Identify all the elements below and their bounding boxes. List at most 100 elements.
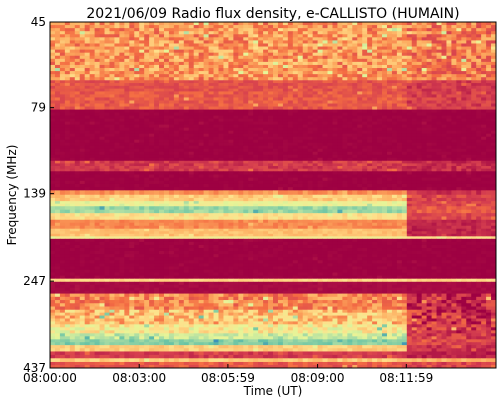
heatmap-cell [282, 142, 289, 147]
heatmap-cell [109, 171, 115, 175]
heatmap-cell [476, 49, 482, 54]
heatmap-cell [54, 83, 61, 87]
heatmap-cell [362, 109, 368, 113]
heatmap-cell [114, 88, 120, 92]
heatmap-cell [446, 183, 452, 188]
heatmap-cell [292, 177, 299, 182]
heatmap-cell [119, 109, 125, 113]
heatmap-cell [367, 37, 373, 41]
heatmap-cell [163, 94, 170, 98]
heatmap-cell [203, 37, 209, 41]
heatmap-cell [134, 157, 140, 162]
heatmap-cell [352, 118, 358, 123]
heatmap-cell [337, 91, 343, 95]
heatmap-cell [302, 58, 309, 63]
heatmap-cell [248, 68, 254, 72]
heatmap-cell [208, 109, 214, 113]
heatmap-cell [139, 37, 145, 41]
heatmap-cell [446, 124, 452, 129]
heatmap-cell [461, 136, 467, 141]
heatmap-cell [312, 148, 318, 153]
heatmap-cell [287, 142, 294, 147]
heatmap-cell [491, 40, 497, 44]
heatmap-cell [173, 142, 180, 147]
heatmap-cell [302, 100, 309, 104]
heatmap-cell [238, 22, 244, 26]
heatmap-cell [89, 71, 95, 75]
heatmap-cell [203, 142, 209, 147]
heatmap-cell [476, 43, 482, 47]
heatmap-cell [396, 109, 403, 113]
heatmap-cell [406, 183, 413, 188]
heatmap-cell [342, 100, 348, 104]
heatmap-cell [406, 177, 413, 182]
heatmap-cell [476, 145, 482, 150]
heatmap-cell [451, 145, 457, 150]
heatmap-cell [382, 55, 388, 60]
heatmap-cell [188, 118, 195, 123]
heatmap-cell [159, 127, 165, 132]
heatmap-cell [491, 97, 497, 101]
heatmap-cell [431, 58, 437, 63]
heatmap-cell [64, 180, 71, 185]
heatmap-cell [124, 34, 130, 38]
heatmap-cell [456, 71, 462, 75]
heatmap-cell [307, 177, 314, 182]
heatmap-cell [163, 85, 170, 90]
heatmap-cell [159, 91, 165, 95]
heatmap-cell [307, 163, 314, 167]
heatmap-cell [159, 22, 165, 26]
heatmap-cell [391, 58, 398, 63]
heatmap-cell [396, 25, 403, 29]
heatmap-cell [124, 94, 130, 98]
heatmap-cell [466, 106, 472, 110]
heatmap-cell [213, 115, 219, 120]
heatmap-cell [436, 121, 442, 126]
heatmap-cell [347, 177, 353, 182]
heatmap-cell [238, 121, 244, 126]
heatmap-cell [213, 133, 219, 138]
heatmap-cell [456, 121, 462, 126]
heatmap-cell [416, 136, 423, 141]
heatmap-cell [233, 157, 239, 162]
heatmap-cell [263, 145, 269, 150]
heatmap-cell [134, 91, 140, 95]
heatmap-cell [79, 174, 86, 179]
heatmap-cell [357, 22, 363, 26]
heatmap-cell [69, 106, 76, 110]
heatmap-cell [382, 124, 388, 129]
heatmap-cell [238, 28, 244, 32]
heatmap-cell [401, 88, 408, 92]
heatmap-cell [317, 133, 323, 138]
heatmap-cell [79, 85, 86, 90]
heatmap-cell [312, 100, 318, 104]
heatmap-cell [382, 43, 388, 47]
heatmap-cell [367, 168, 373, 172]
heatmap-cell [253, 85, 259, 90]
heatmap-cell [486, 37, 492, 41]
heatmap-cell [114, 183, 120, 188]
heatmap-cell [332, 136, 338, 141]
heatmap-cell [362, 74, 368, 78]
heatmap-cell [69, 160, 76, 164]
heatmap-cell [79, 133, 86, 138]
heatmap-cell [391, 163, 398, 167]
heatmap-cell [332, 40, 338, 44]
heatmap-cell [124, 91, 130, 95]
heatmap-cell [104, 118, 110, 123]
heatmap-cell [173, 151, 180, 156]
heatmap-cell [277, 124, 284, 129]
heatmap-cell [401, 58, 408, 63]
heatmap-cell [258, 55, 264, 60]
heatmap-cell [456, 22, 462, 26]
heatmap-cell [357, 100, 363, 104]
heatmap-cell [287, 61, 294, 66]
heatmap-cell [218, 77, 224, 81]
heatmap-cell [168, 109, 175, 113]
heatmap-cell [69, 25, 76, 29]
heatmap-cell [173, 127, 180, 132]
heatmap-cell [154, 130, 160, 135]
heatmap-cell [451, 174, 457, 179]
heatmap-cell [163, 22, 170, 26]
heatmap-cell [377, 168, 383, 172]
